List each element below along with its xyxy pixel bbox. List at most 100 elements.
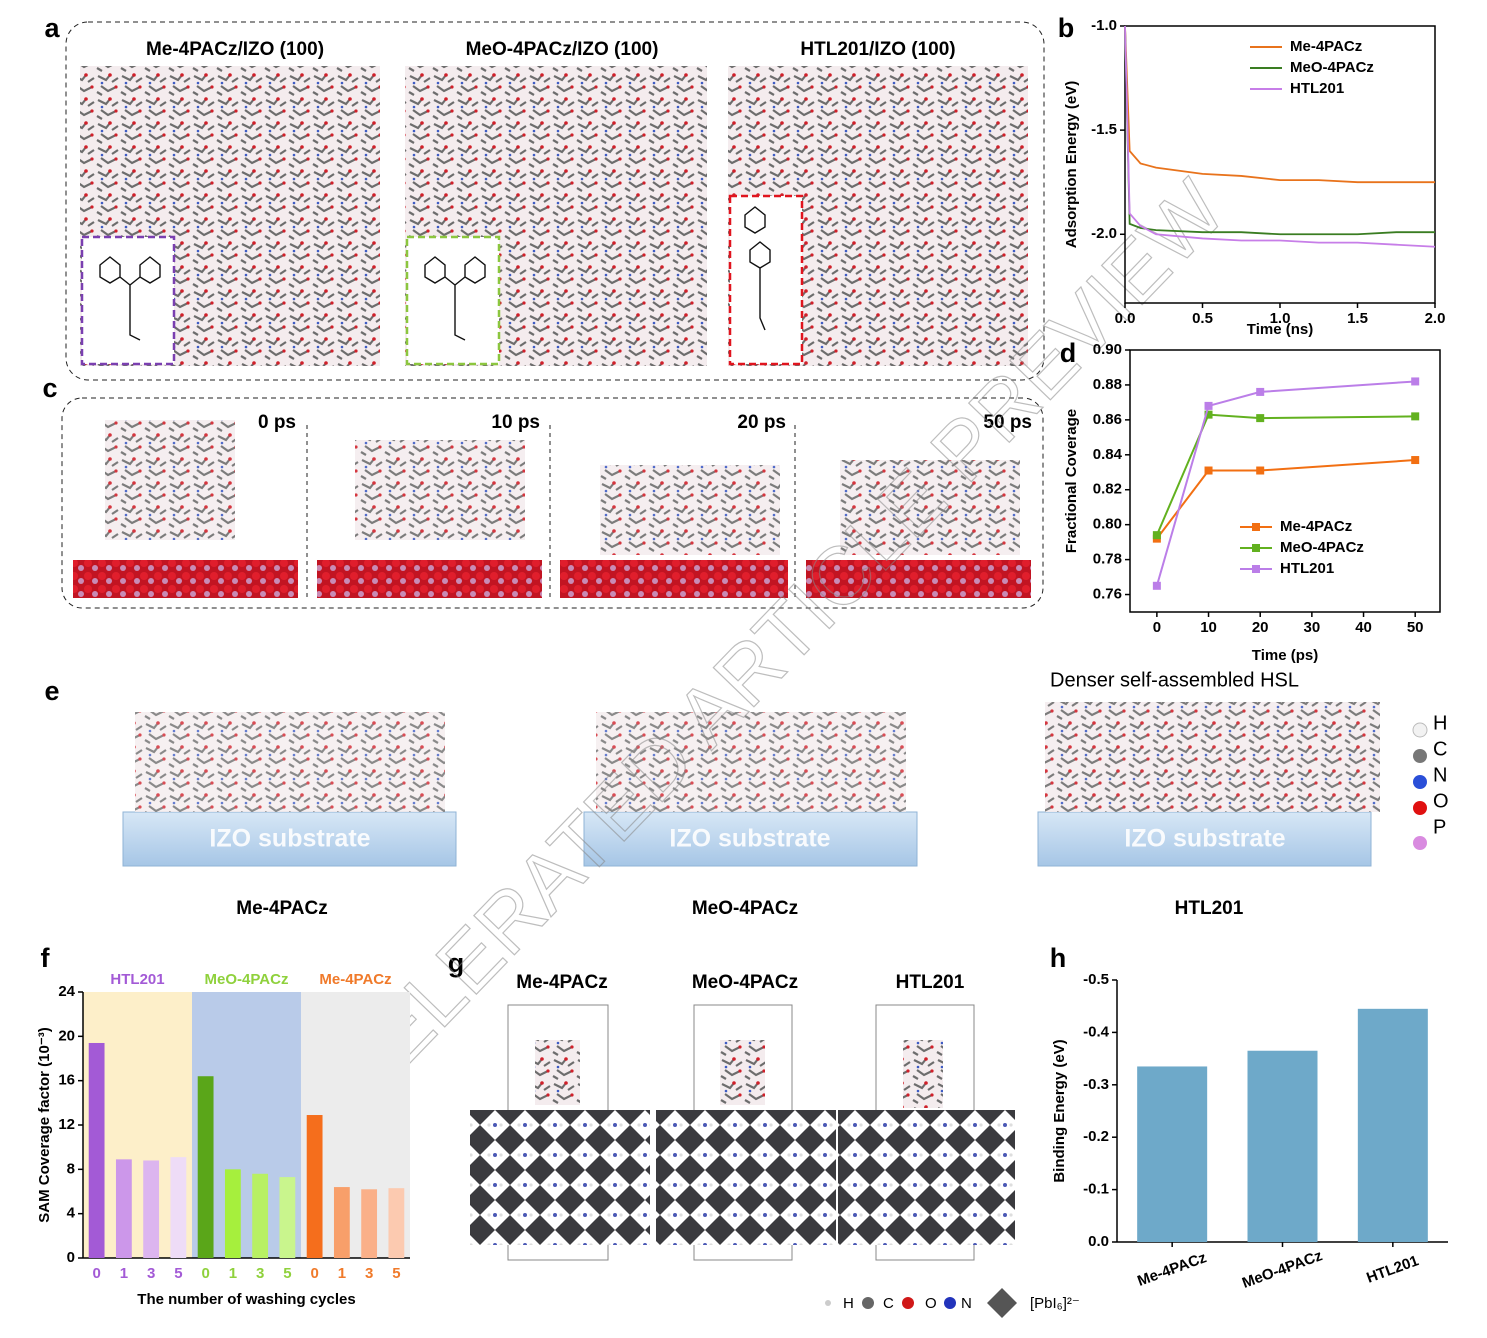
bar [1137,1066,1208,1242]
y-tick-label: 24 [58,983,75,1000]
y-tick-label: 0.90 [1093,341,1122,358]
y-tick-label: -0.4 [1083,1023,1110,1040]
data-line [1124,25,1435,184]
x-tick-label: 1 [338,1265,346,1282]
legend-marker [1252,523,1260,531]
time-label: 10 ps [491,412,540,433]
legend-label: N [961,1295,972,1312]
structure-drawing [99,206,771,341]
bar [224,1169,241,1258]
marker [1411,412,1420,421]
bar [279,1177,296,1258]
panel-title: HTL201 [896,972,965,993]
x-tick-label: 30 [1304,619,1321,636]
sam-name: HTL201 [1175,898,1244,919]
bar [88,1042,105,1258]
marker [1411,377,1420,386]
legend-label: O [925,1295,937,1312]
perovskite-slab [838,1110,1015,1245]
marker [1256,466,1265,475]
legend-label: HTL201 [1280,560,1334,577]
bar [388,1188,405,1258]
x-tick-label: 10 [1200,619,1217,636]
legend-label: HTL201 [1290,80,1344,97]
izo-slab [806,560,1031,598]
data-line [1156,459,1416,540]
marker [1204,401,1213,410]
y-tick-label: 0.88 [1093,376,1122,393]
sam-name: MeO-4PACz [692,898,798,919]
structure-inset [405,235,501,366]
x-tick-label: 1 [120,1265,128,1282]
y-tick-label: 0.86 [1093,411,1122,428]
y-tick-label: 12 [58,1116,75,1133]
group-label: MeO-4PACz [205,971,289,988]
panel-title: MeO-4PACz [692,972,798,993]
x-tick-label: 1 [229,1265,237,1282]
g-legend-icons [825,1288,1017,1318]
y-tick-label: -0.3 [1083,1076,1109,1093]
x-tick-label: 3 [256,1265,264,1282]
panel-title: Me-4PACz [516,972,608,993]
x-tick-label: 2.0 [1425,310,1446,327]
marker [1256,387,1265,396]
bar [333,1187,350,1258]
y-tick-label: 0.84 [1093,446,1123,463]
sam-layer [596,712,906,812]
legend-label: Me-4PACz [1280,518,1352,535]
bar [197,1076,214,1258]
y-tick-label: -1.0 [1091,17,1117,34]
legend-marker [1252,544,1260,552]
substrate [122,811,457,867]
adsorbed-molecule [720,1040,765,1105]
adsorbed-molecule [535,1040,580,1105]
x-tick-label: 0 [201,1265,209,1282]
data-line [1124,25,1436,248]
data-line [1155,413,1416,536]
y-axis-title: Fractional Coverage [1063,409,1080,553]
panel-letter: f [41,943,51,973]
sam-layer [135,712,445,812]
element-label: O [1433,790,1449,812]
structure-inset [728,194,804,366]
x-axis-title: Time (ps) [1252,647,1318,664]
molecule-cluster [105,420,1020,555]
marker [1256,414,1265,423]
panel-letter: h [1050,943,1067,973]
x-tick-label: HTL201 [1364,1252,1421,1287]
y-tick-label: -0.5 [1083,971,1109,988]
legend-marker [1252,565,1260,573]
bar [115,1159,132,1258]
izo-slab [73,560,298,598]
panel-frame [65,21,1045,381]
time-label: 20 ps [737,412,786,433]
panel-title: MeO-4PACz/IZO (100) [466,39,659,60]
legend-label: Me-4PACz [1290,38,1362,55]
x-tick-label: 5 [174,1265,182,1282]
structure-inset [80,235,176,366]
legend-label: MeO-4PACz [1290,59,1374,76]
panel-letter: b [1058,13,1075,43]
bar [361,1189,378,1258]
x-tick-label: 3 [365,1265,373,1282]
substrate [583,811,918,867]
y-tick-label: 0 [67,1249,75,1266]
panel-title: Me-4PACz/IZO (100) [146,39,324,60]
x-tick-label: 0.5 [1192,310,1213,327]
x-tick-label: 50 [1407,619,1424,636]
y-tick-label: 0.0 [1088,1233,1109,1250]
legend-label: [PbI₆]²⁻ [1030,1295,1080,1312]
izo-slab [317,560,542,598]
element-label: C [1433,738,1447,760]
x-tick-label: 0 [1153,619,1161,636]
legend-label: C [883,1295,894,1312]
y-tick-label: -0.2 [1083,1128,1109,1145]
y-tick-label: -0.1 [1083,1181,1109,1198]
marker [1204,410,1213,419]
element-label: N [1433,764,1447,786]
element-label: P [1433,816,1446,838]
sam-name: Me-4PACz [236,898,328,919]
marker [1152,531,1161,540]
x-tick-label: 1.5 [1347,310,1368,327]
substrate-label: IZO substrate [209,825,370,853]
